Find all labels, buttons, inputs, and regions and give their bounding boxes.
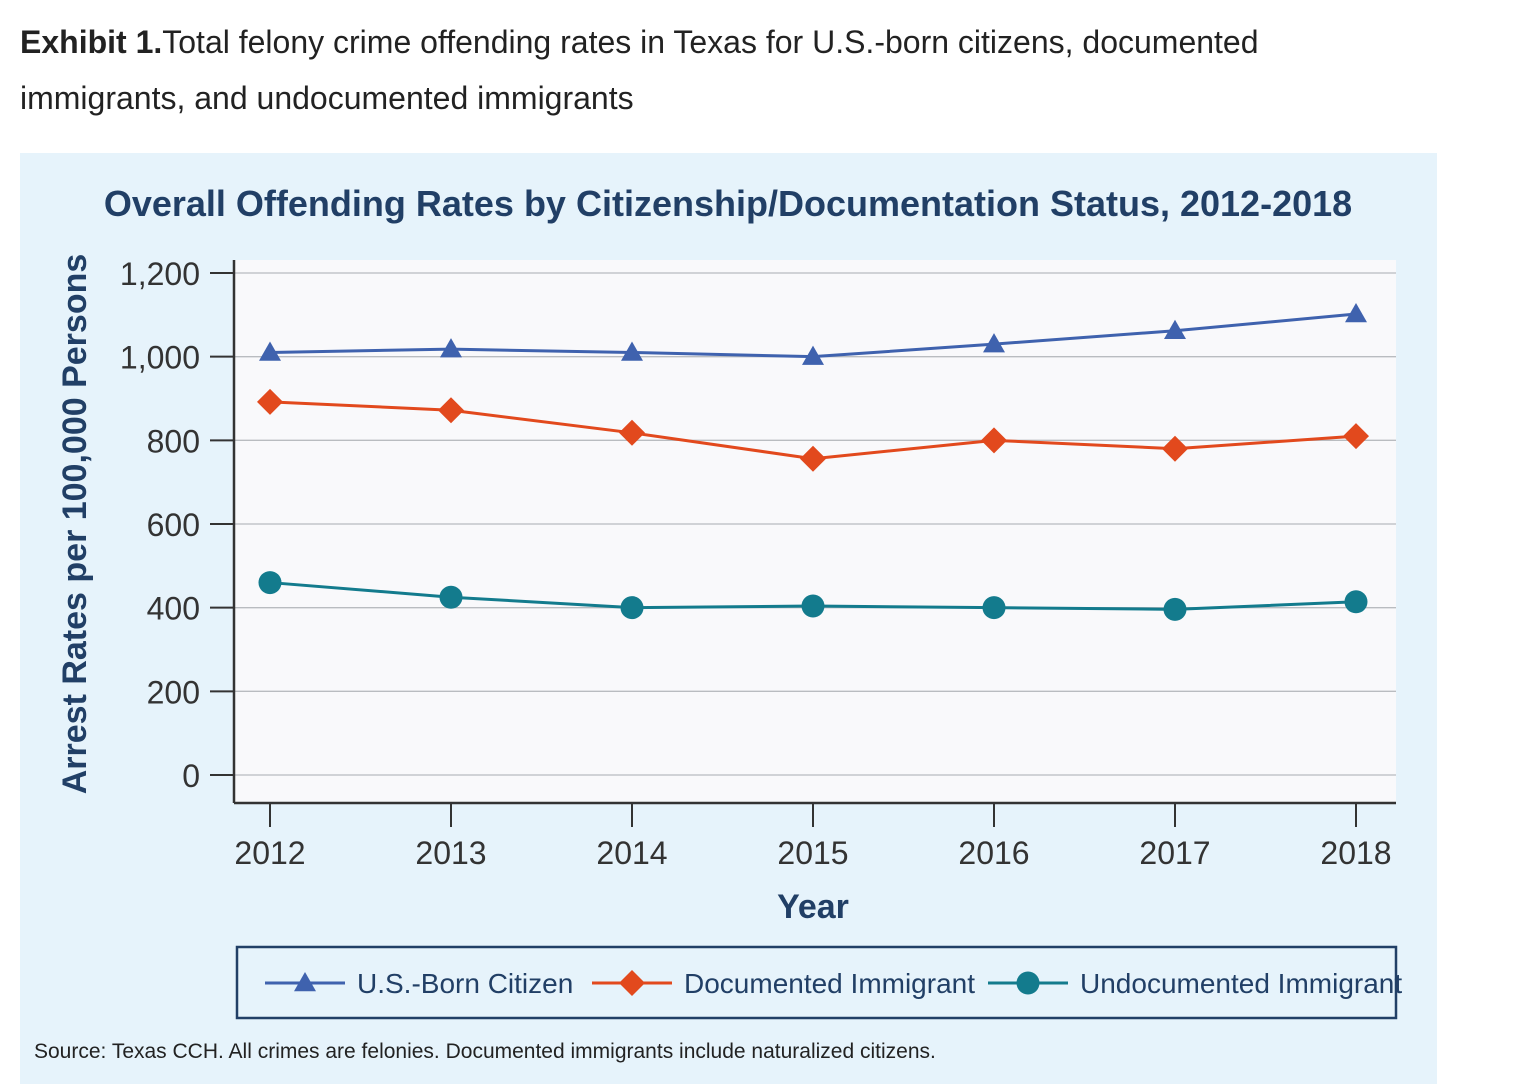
data-series xyxy=(257,302,1369,621)
circle-point xyxy=(1163,597,1187,621)
diamond-point xyxy=(257,388,283,415)
y-axis-title: Arrest Rates per 100,000 Persons xyxy=(56,254,94,795)
x-tick-label: 2018 xyxy=(1320,835,1391,871)
legend-box xyxy=(235,945,1398,1020)
y-tick-label: 200 xyxy=(147,674,200,710)
diamond-point xyxy=(438,397,464,424)
legend-marker-circle xyxy=(1016,971,1040,995)
grid-lines xyxy=(234,260,1396,803)
y-tick-labels: 0 200 400 600 800 1,000 1,200 xyxy=(120,256,200,794)
x-tick-label: 2016 xyxy=(958,835,1029,871)
y-tick-label: 0 xyxy=(182,758,200,794)
triangle-point xyxy=(440,338,462,358)
circle-point xyxy=(1344,590,1368,614)
x-tick-label: 2017 xyxy=(1139,835,1210,871)
triangle-point xyxy=(621,341,643,361)
triangle-point xyxy=(1164,319,1186,339)
circle-point xyxy=(439,585,463,609)
x-tick-label: 2012 xyxy=(234,835,305,871)
legend-marker-diamond xyxy=(619,970,645,996)
x-tick-label: 2015 xyxy=(777,835,848,871)
plot-area xyxy=(234,260,1396,803)
triangle-point xyxy=(802,345,824,365)
y-tick-label: 600 xyxy=(147,507,200,543)
y-tick-label: 400 xyxy=(147,591,200,627)
x-tick-label: 2013 xyxy=(415,835,486,871)
diamond-point xyxy=(619,419,645,446)
circle-point xyxy=(982,596,1006,620)
circle-point xyxy=(801,594,825,618)
triangle-point xyxy=(1345,302,1367,323)
chart-title: Overall Offending Rates by Citizenship/D… xyxy=(104,183,1352,224)
legend-label: U.S.-Born Citizen xyxy=(357,968,573,999)
y-tick-label: 1,000 xyxy=(120,340,200,376)
triangle-point xyxy=(259,341,281,361)
exhibit-label: Exhibit 1. xyxy=(20,24,163,60)
legend: U.S.-Born Citizen Documented Immigrant Und… xyxy=(265,968,1402,999)
diamond-point xyxy=(1162,435,1188,462)
circle-point xyxy=(258,571,282,595)
legend-marker-triangle xyxy=(294,972,316,992)
series-group xyxy=(257,388,1369,472)
y-tick-label: 1,200 xyxy=(120,256,200,292)
x-tick-label: 2014 xyxy=(596,835,667,871)
x-tick-labels: 2012 2013 2014 2015 2016 2017 2018 xyxy=(234,835,1391,871)
circle-point xyxy=(620,596,644,620)
series-group xyxy=(259,302,1367,365)
legend-label: Undocumented Immigrant xyxy=(1080,968,1402,999)
triangle-point xyxy=(983,333,1005,353)
series-group xyxy=(258,571,1368,621)
legend-label: Documented Immigrant xyxy=(684,968,975,999)
x-axis-title: Year xyxy=(777,888,849,926)
axes xyxy=(210,260,1396,827)
y-tick-label: 800 xyxy=(147,423,200,459)
exhibit-caption: Total felony crime offending rates in Te… xyxy=(20,24,1259,116)
source-note: Source: Texas CCH. All crimes are feloni… xyxy=(34,1040,936,1063)
diamond-point xyxy=(1343,423,1369,450)
diamond-point xyxy=(800,445,826,472)
diamond-point xyxy=(981,427,1007,454)
exhibit-heading: Exhibit 1.Total felony crime offending r… xyxy=(20,14,1420,126)
